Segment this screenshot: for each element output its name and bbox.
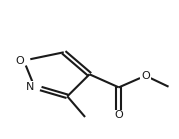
- Text: O: O: [15, 56, 24, 66]
- Text: N: N: [26, 82, 34, 92]
- Text: O: O: [114, 110, 123, 120]
- Text: O: O: [141, 71, 150, 81]
